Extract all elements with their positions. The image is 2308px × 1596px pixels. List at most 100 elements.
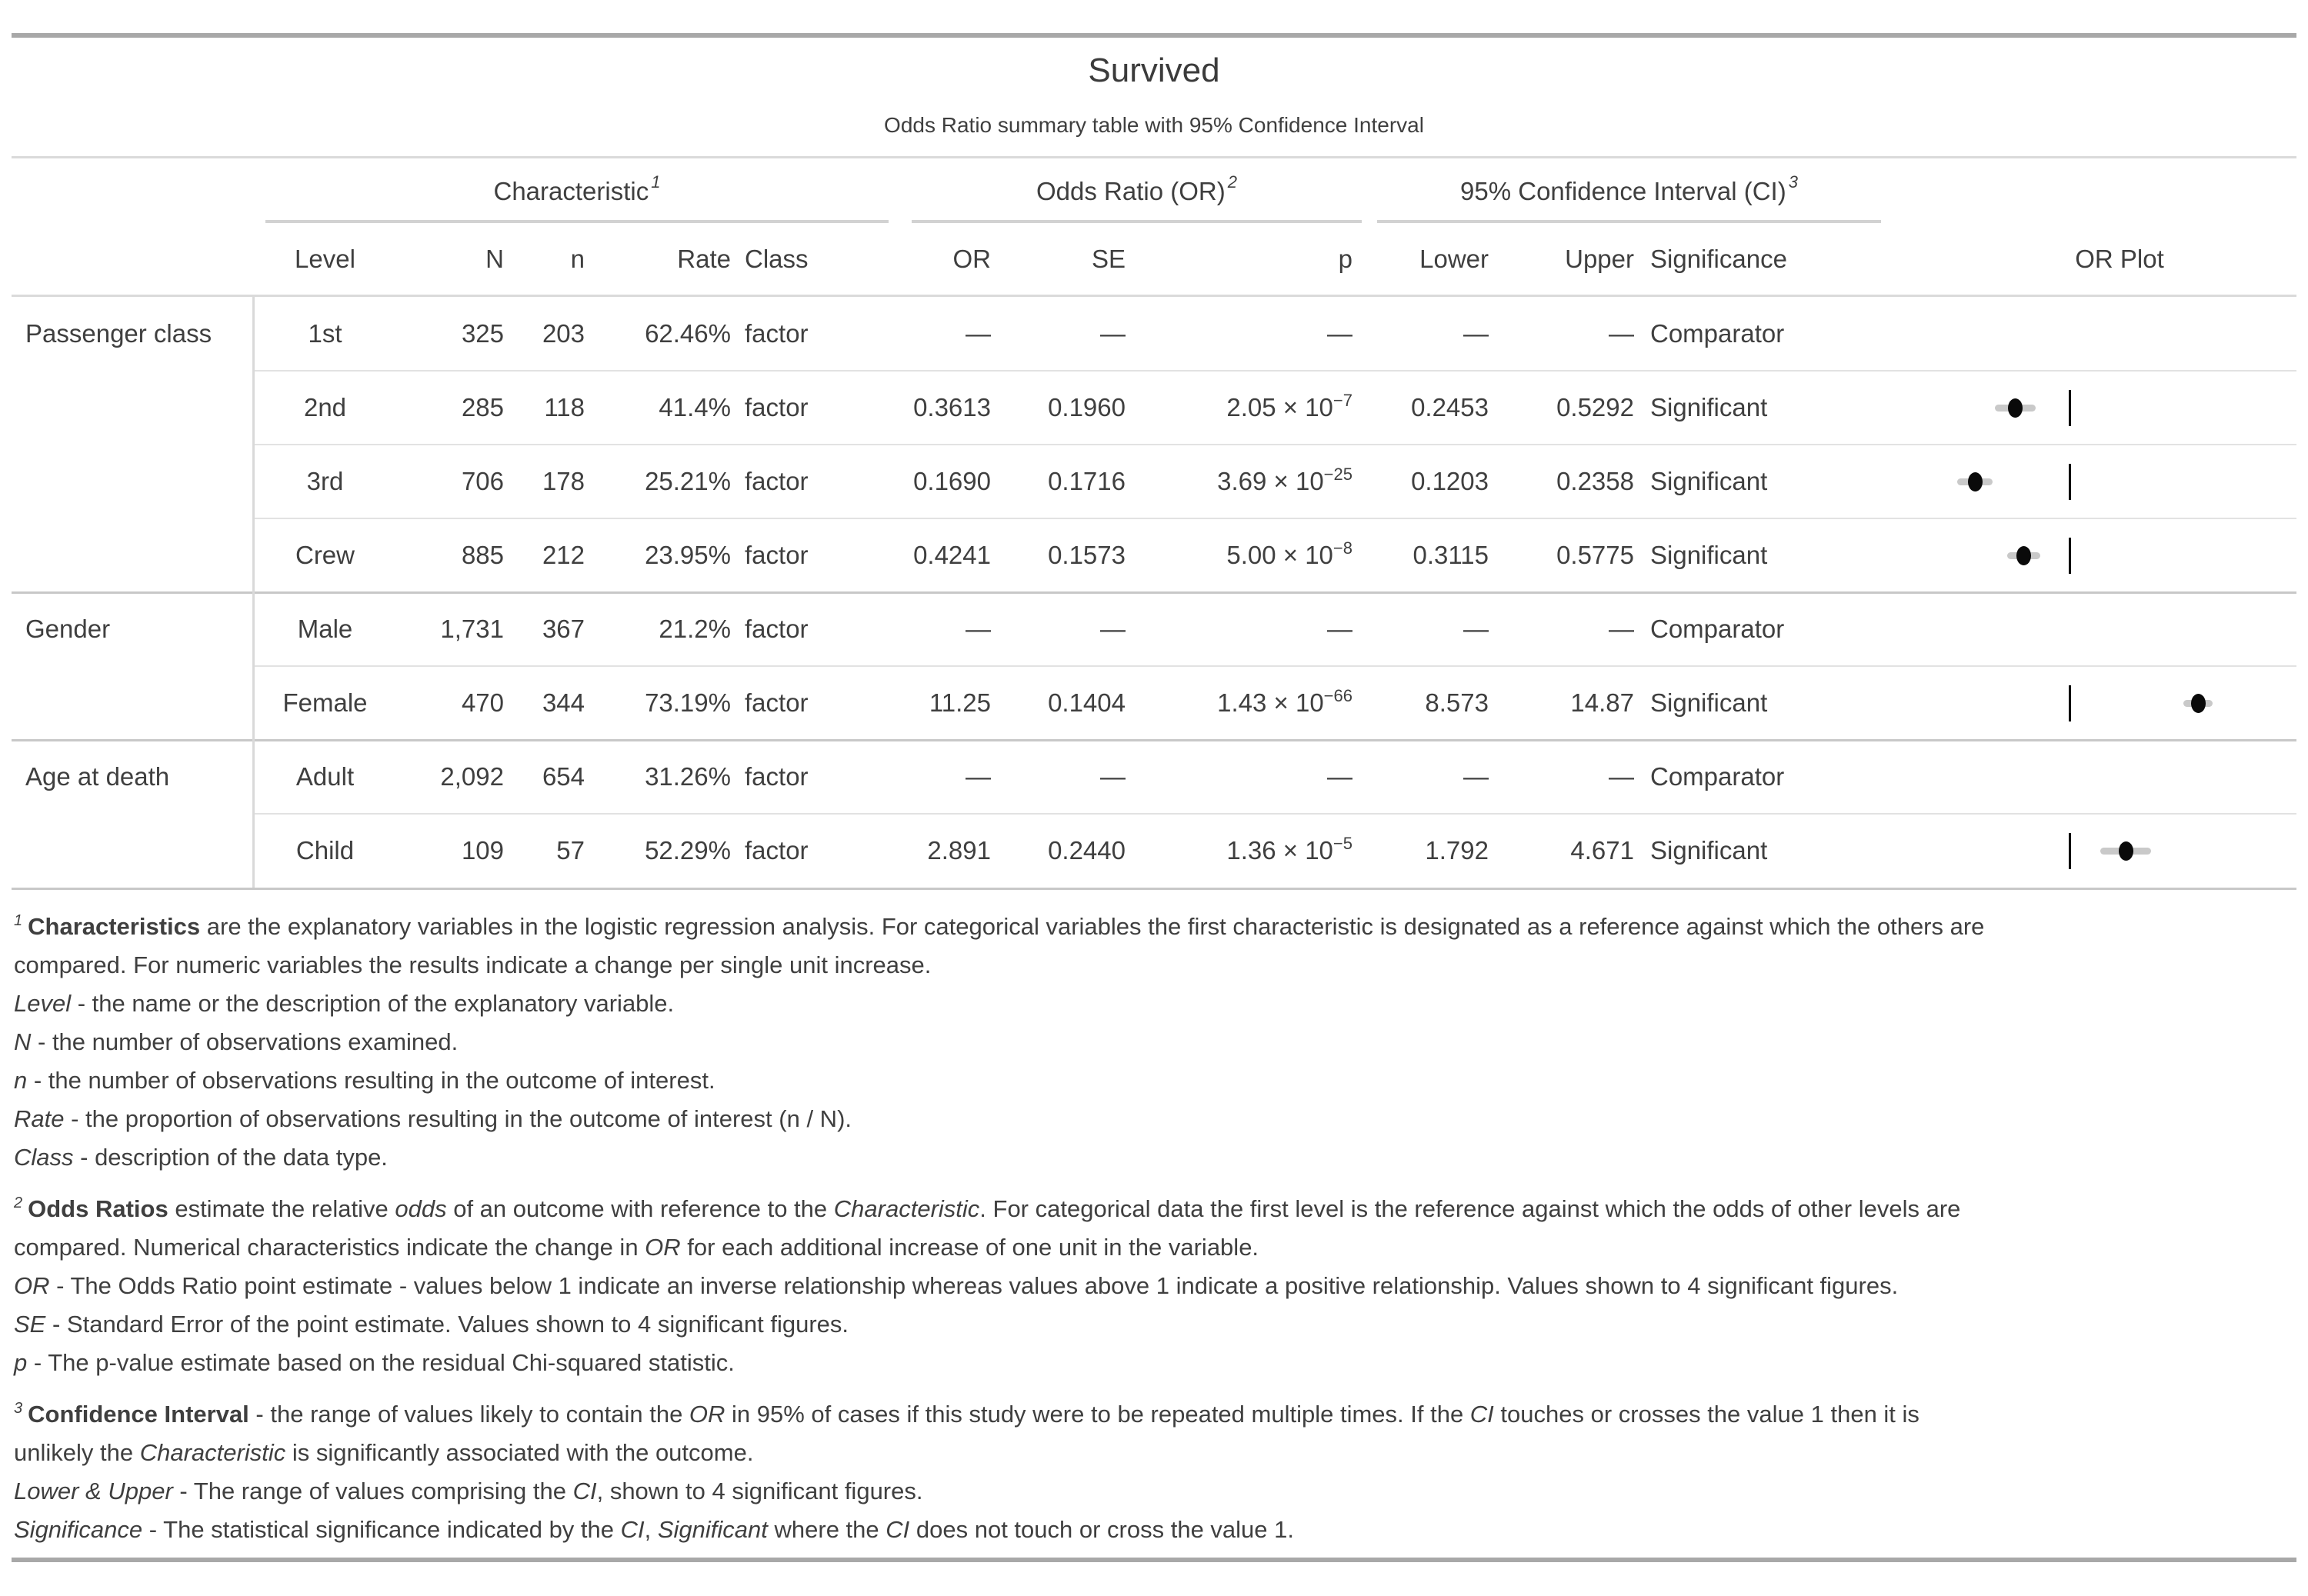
- cell-se: —: [1100, 319, 1126, 348]
- footnote-line: Rate - the proportion of observations re…: [14, 1100, 2294, 1138]
- cell-N: 285: [461, 393, 504, 421]
- cell-rate: 41.4%: [659, 393, 731, 421]
- column-header-rate: Rate: [677, 245, 731, 273]
- cell-rate: 25.21%: [645, 467, 731, 495]
- column-header-lower: Lower: [1419, 245, 1489, 273]
- footnote-line: 1 Characteristics are the explanatory var…: [14, 908, 2294, 946]
- footnote-text: Odds Ratios: [28, 1195, 168, 1222]
- footnote-text: in 95% of cases if this study were to be…: [725, 1401, 1470, 1428]
- column-header-or: OR: [952, 245, 992, 273]
- column-header-or-plot: OR Plot: [2075, 245, 2164, 273]
- footnote-text: n: [14, 1067, 28, 1094]
- row-separator: [254, 813, 2296, 815]
- footnote-text: Characteristic: [833, 1195, 980, 1222]
- footnote-text: - the range of values likely to contain …: [248, 1401, 689, 1428]
- footnote-text: CI: [620, 1516, 645, 1543]
- or-reference-line: [2069, 685, 2071, 721]
- footnote-superscript: 3: [14, 1400, 23, 1417]
- footnote-text: where the: [767, 1516, 886, 1543]
- cell-N: 109: [461, 836, 504, 865]
- cell-upper: 4.671: [1570, 836, 1634, 865]
- cell-class: factor: [745, 467, 809, 495]
- footnote-text: . For categorical data the first level i…: [979, 1195, 1961, 1222]
- cell-se: 0.1716: [1048, 467, 1126, 495]
- footnote-text: - The p-value estimate based on the resi…: [27, 1349, 735, 1376]
- cell-p: 1.43 × 10−66: [1126, 666, 1352, 740]
- footnote-text: compared. For numeric variables the resu…: [14, 951, 932, 978]
- cell-lower: 0.2453: [1411, 393, 1489, 421]
- footnote-superscript: 2: [14, 1195, 23, 1211]
- row-separator: [254, 370, 2296, 372]
- page-title: Survived: [1088, 52, 1220, 89]
- footnote-text: for each additional increase of one unit…: [680, 1234, 1259, 1261]
- footnote-text: - description of the data type.: [73, 1144, 388, 1171]
- footnote-text: Confidence Interval: [28, 1401, 249, 1428]
- footnote-text: Class: [14, 1144, 74, 1171]
- cell-class: factor: [745, 836, 809, 865]
- footnote-text: of an outcome with reference to the: [446, 1195, 834, 1222]
- footnote-text: CI: [572, 1478, 597, 1504]
- cell-or: 0.1690: [913, 467, 991, 495]
- footnote-text: SE: [14, 1311, 46, 1338]
- cell-level: Adult: [295, 762, 355, 791]
- row-label-divider: [252, 297, 255, 888]
- column-header-se: SE: [1091, 245, 1126, 273]
- cell-significance: Comparator: [1650, 762, 1785, 791]
- cell-class: factor: [745, 688, 809, 717]
- cell-se: —: [1100, 762, 1126, 791]
- cell-or: 0.3613: [913, 393, 991, 421]
- cell-level: 1st: [308, 319, 342, 348]
- cell-level: 3rd: [306, 467, 344, 495]
- footnote-marker-2: 2: [1227, 172, 1237, 192]
- or-reference-line: [2069, 537, 2071, 574]
- cell-p: —: [1327, 319, 1352, 348]
- p-value-mantissa: 1.43 × 10: [1217, 688, 1324, 717]
- footnote-text: - the name or the description of the exp…: [71, 990, 675, 1017]
- row-separator: [254, 444, 2296, 445]
- cell-p: —: [1327, 615, 1352, 643]
- confidence-interval-underline: [1377, 220, 1881, 223]
- or-plot-cell: [1831, 445, 2296, 518]
- footnote-line: Level - the name or the description of t…: [14, 985, 2294, 1023]
- or-dot: [2190, 693, 2206, 713]
- or-reference-line: [2069, 832, 2071, 869]
- or-plot-cell: [1831, 592, 2296, 666]
- cell-se: —: [1100, 615, 1126, 643]
- footnote-text: is significantly associated with the out…: [285, 1439, 754, 1466]
- cell-rate: 52.29%: [645, 836, 731, 865]
- cell-upper: 14.87: [1570, 688, 1634, 717]
- footnote-line: unlikely the Characteristic is significa…: [14, 1434, 2294, 1472]
- cell-level: Male: [297, 615, 353, 643]
- footnote-marker-1: 1: [651, 172, 661, 192]
- or-dot: [1967, 471, 1983, 491]
- cell-upper: —: [1609, 319, 1634, 348]
- footnote-line: Significance - The statistical significa…: [14, 1511, 2294, 1549]
- cell-n: 654: [542, 762, 585, 791]
- cell-lower: —: [1463, 319, 1489, 348]
- footnote-section-1: 1 Characteristics are the explanatory var…: [14, 908, 2294, 1177]
- cell-lower: 0.3115: [1412, 541, 1489, 569]
- p-value-exponent: −7: [1332, 391, 1352, 410]
- column-header-upper: Upper: [1565, 245, 1634, 273]
- odds-ratio-underline: [912, 220, 1362, 223]
- footnote-line: N - the number of observations examined.: [14, 1023, 2294, 1061]
- footnote-text: - Standard Error of the point estimate. …: [45, 1311, 849, 1338]
- group-separator: [12, 591, 2296, 594]
- p-value-mantissa: 1.36 × 10: [1226, 836, 1333, 865]
- cell-lower: 1.792: [1425, 836, 1489, 865]
- group-header-odds-ratio: Odds Ratio (OR) 2: [912, 171, 1362, 212]
- footnote-line: Lower & Upper - The range of values comp…: [14, 1472, 2294, 1511]
- group-header-characteristic-label: Characteristic: [493, 177, 649, 205]
- table-bottom-rule: [12, 888, 2296, 890]
- group-header-confidence-interval: 95% Confidence Interval (CI) 3: [1377, 171, 1881, 212]
- footnote-line: 3 Confidence Interval - the range of valu…: [14, 1395, 2294, 1434]
- or-dot: [2118, 841, 2133, 861]
- footnote-line: 2 Odds Ratios estimate the relative odds …: [14, 1190, 2294, 1228]
- footnote-text: estimate the relative: [168, 1195, 395, 1222]
- footnote-text: Level: [14, 990, 72, 1017]
- cell-n: 178: [542, 467, 585, 495]
- or-plot-cell: [1831, 666, 2296, 740]
- top-border: [12, 33, 2296, 38]
- cell-lower: —: [1463, 762, 1489, 791]
